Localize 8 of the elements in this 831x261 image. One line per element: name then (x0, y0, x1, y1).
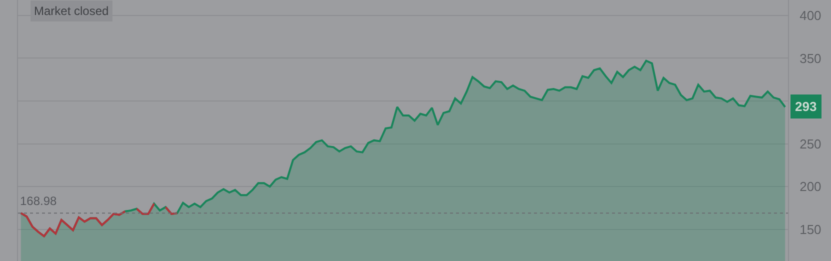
annotation: 293 (795, 99, 817, 114)
y-tick-label: 200 (800, 179, 822, 194)
y-tick-label: 400 (800, 8, 822, 23)
y-tick-label: 250 (800, 136, 822, 152)
y-tick-label: 150 (800, 222, 822, 237)
ref-line-label: 168.98 (20, 194, 58, 208)
y-tick-label: 350 (800, 50, 822, 66)
annotation: Market closed (34, 4, 109, 18)
